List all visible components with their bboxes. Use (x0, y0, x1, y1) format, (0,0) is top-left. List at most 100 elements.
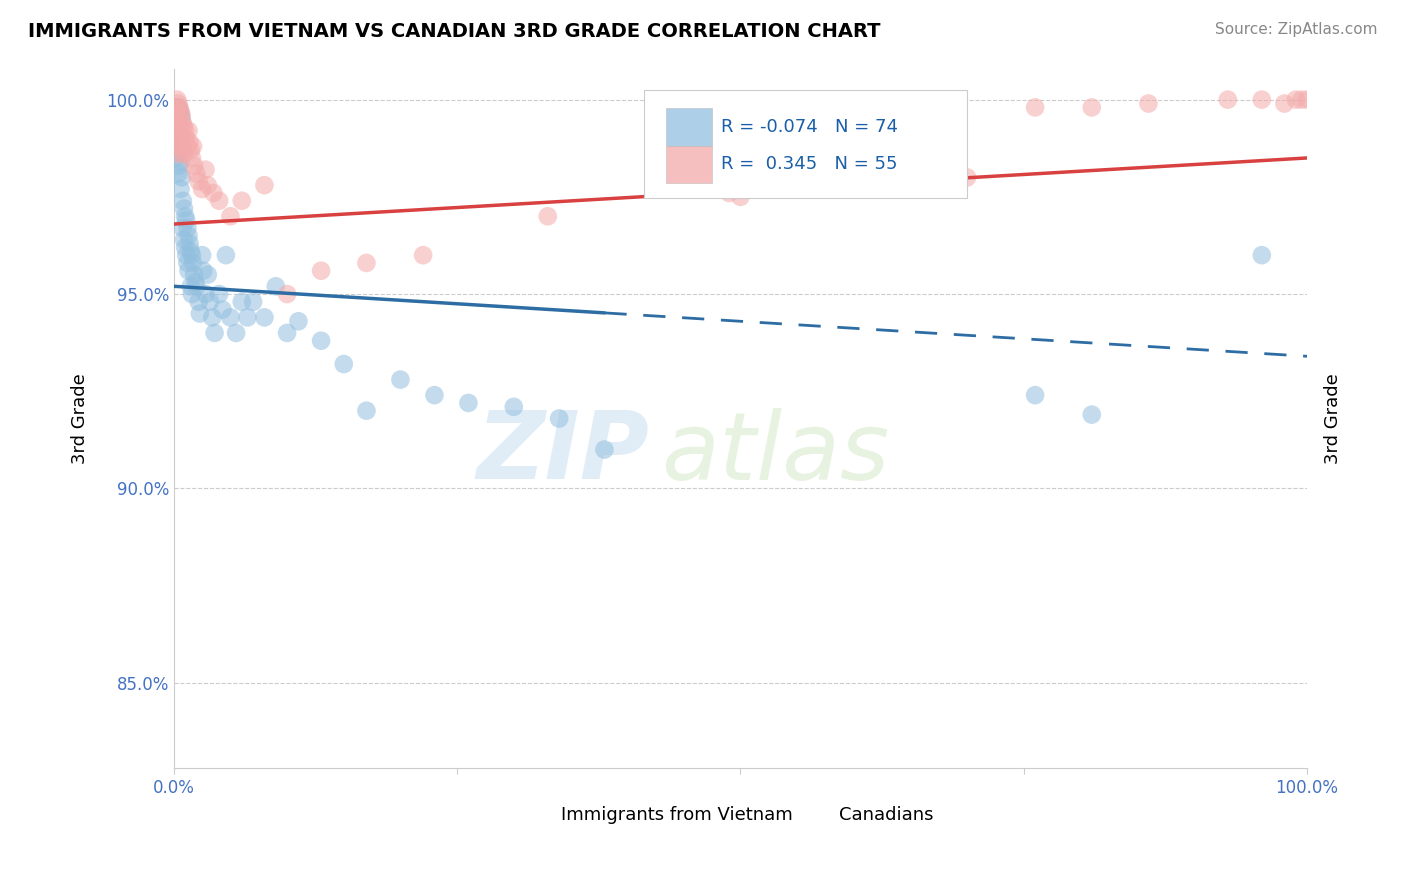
Point (502, 400, 524, 414)
Point (169, 108, 191, 122)
Point (423, 388, 446, 402)
FancyBboxPatch shape (665, 108, 711, 145)
Point (180, 143, 202, 157)
Point (170, 108, 193, 122)
Point (231, 194, 253, 208)
Point (356, 403, 378, 417)
Point (253, 178, 276, 193)
Point (166, 93, 188, 107)
Point (412, 248, 434, 262)
Point (174, 213, 197, 227)
Point (180, 279, 202, 293)
Point (174, 131, 197, 145)
Point (1296, 93, 1319, 107)
Point (170, 170, 193, 185)
Point (264, 279, 287, 293)
Point (593, 442, 616, 457)
Y-axis label: 3rd Grade: 3rd Grade (1324, 373, 1341, 464)
Point (242, 294, 264, 309)
Point (1250, 248, 1272, 262)
Point (169, 131, 191, 145)
Point (170, 112, 193, 126)
Point (1250, 93, 1272, 107)
Point (225, 326, 247, 340)
Point (179, 136, 201, 150)
Point (172, 143, 194, 157)
Point (188, 306, 211, 320)
Point (174, 240, 197, 254)
Point (166, 108, 188, 122)
Point (172, 221, 194, 235)
Point (180, 287, 202, 301)
Point (548, 411, 571, 425)
Text: Canadians: Canadians (839, 806, 934, 824)
Point (201, 310, 224, 325)
Point (176, 256, 198, 270)
Point (172, 116, 194, 130)
Point (167, 96, 190, 111)
Point (537, 209, 560, 223)
FancyBboxPatch shape (644, 89, 967, 198)
Point (389, 373, 412, 387)
Point (170, 139, 193, 153)
Point (166, 100, 188, 114)
Point (177, 264, 200, 278)
Point (231, 294, 253, 309)
Point (172, 194, 194, 208)
Point (208, 287, 231, 301)
Point (956, 170, 979, 185)
FancyBboxPatch shape (800, 803, 834, 828)
Point (187, 294, 209, 309)
Point (181, 256, 204, 270)
Point (219, 209, 242, 223)
Text: Source: ZipAtlas.com: Source: ZipAtlas.com (1215, 22, 1378, 37)
Point (169, 147, 191, 161)
Point (177, 124, 200, 138)
Point (287, 314, 309, 328)
Point (174, 248, 197, 262)
Point (187, 174, 209, 188)
Point (1285, 93, 1308, 107)
FancyBboxPatch shape (523, 803, 555, 828)
Point (236, 310, 259, 325)
Point (176, 139, 198, 153)
Point (193, 264, 215, 278)
Point (718, 186, 741, 200)
Point (169, 104, 191, 119)
Point (170, 136, 193, 150)
Point (211, 302, 233, 317)
Point (180, 151, 202, 165)
Point (1081, 100, 1104, 114)
Text: IMMIGRANTS FROM VIETNAM VS CANADIAN 3RD GRADE CORRELATION CHART: IMMIGRANTS FROM VIETNAM VS CANADIAN 3RD … (28, 22, 880, 41)
Point (184, 276, 207, 290)
Point (169, 131, 191, 145)
Point (1024, 388, 1046, 402)
Point (169, 182, 191, 196)
Text: ZIP: ZIP (477, 408, 650, 500)
Point (181, 139, 204, 153)
Point (730, 190, 752, 204)
Point (333, 357, 356, 371)
Point (208, 194, 231, 208)
Point (180, 248, 202, 262)
Point (457, 396, 479, 410)
Point (169, 154, 191, 169)
Point (1291, 93, 1313, 107)
Point (165, 131, 187, 145)
Point (179, 236, 201, 251)
Point (194, 162, 217, 177)
Point (180, 244, 202, 259)
Point (167, 167, 190, 181)
Point (165, 139, 187, 153)
Point (191, 182, 214, 196)
Point (191, 248, 214, 262)
Point (167, 120, 190, 134)
Point (309, 264, 332, 278)
Point (202, 186, 225, 200)
Text: R =  0.345   N = 55: R = 0.345 N = 55 (721, 155, 897, 173)
Point (276, 326, 298, 340)
Point (167, 143, 190, 157)
Point (276, 287, 298, 301)
Point (253, 310, 276, 325)
Point (1274, 96, 1296, 111)
